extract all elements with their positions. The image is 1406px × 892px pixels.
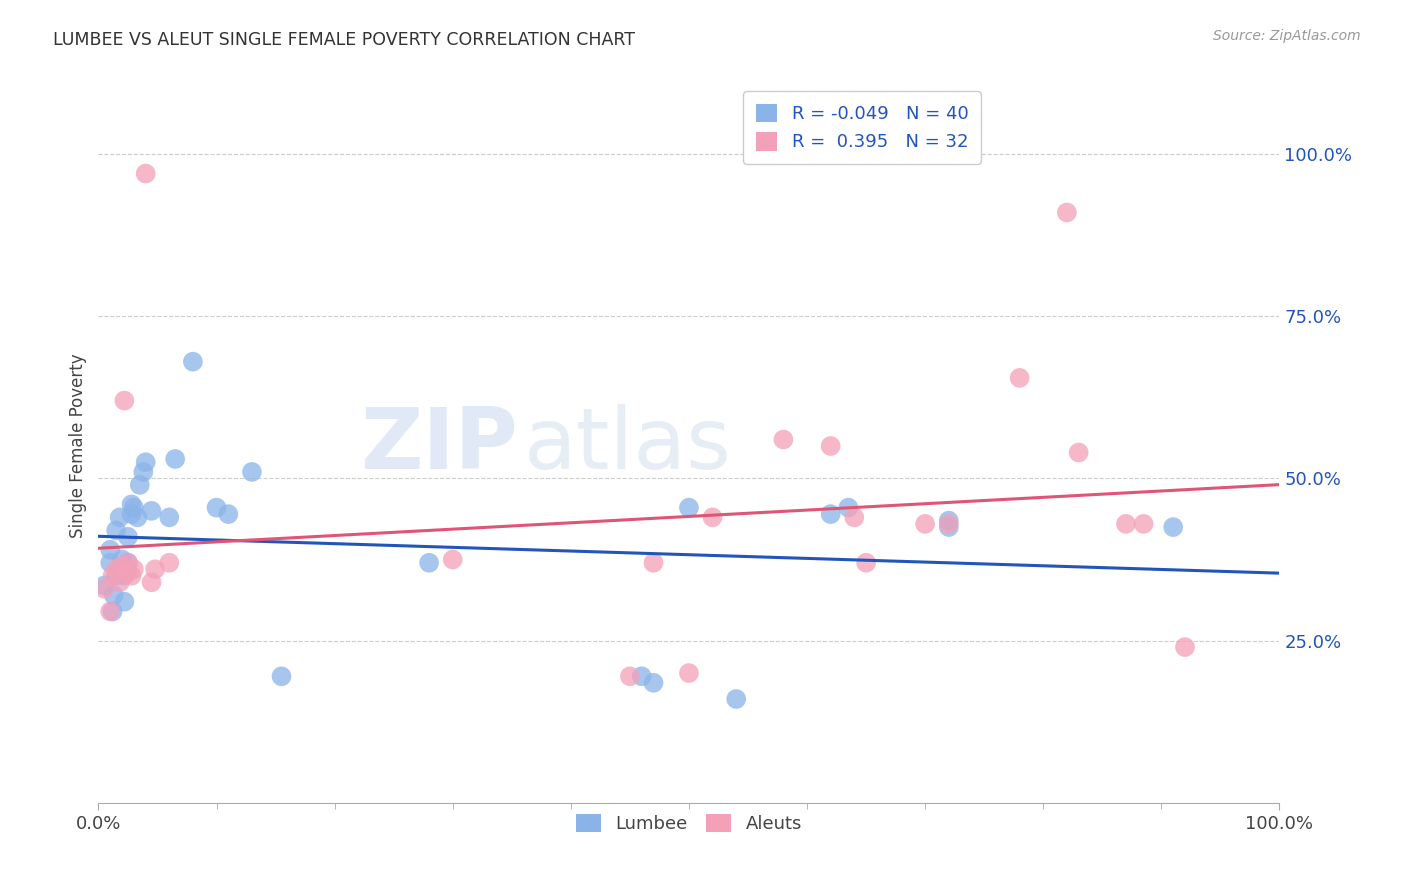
Point bbox=[630, 669, 652, 683]
Point bbox=[837, 500, 859, 515]
Point bbox=[1056, 205, 1078, 219]
Point bbox=[93, 578, 115, 592]
Point bbox=[205, 500, 228, 515]
Point bbox=[938, 514, 960, 528]
Point bbox=[111, 559, 134, 574]
Point bbox=[135, 455, 157, 469]
Point bbox=[181, 354, 204, 368]
Point bbox=[678, 666, 700, 681]
Point bbox=[98, 604, 121, 618]
Point bbox=[914, 516, 936, 531]
Point bbox=[105, 568, 128, 582]
Legend: Lumbee, Aleuts: Lumbee, Aleuts bbox=[568, 806, 810, 840]
Point bbox=[157, 556, 180, 570]
Point bbox=[117, 530, 139, 544]
Point bbox=[643, 556, 665, 570]
Point bbox=[441, 552, 464, 566]
Point bbox=[101, 568, 124, 582]
Point bbox=[105, 562, 128, 576]
Point bbox=[112, 568, 135, 582]
Point bbox=[938, 516, 960, 531]
Point bbox=[108, 510, 131, 524]
Point bbox=[418, 556, 440, 570]
Point bbox=[1067, 445, 1090, 459]
Point bbox=[217, 507, 239, 521]
Point bbox=[678, 500, 700, 515]
Point bbox=[105, 524, 128, 538]
Point bbox=[855, 556, 877, 570]
Point bbox=[702, 510, 724, 524]
Point bbox=[143, 562, 166, 576]
Point bbox=[725, 692, 748, 706]
Point bbox=[1161, 520, 1184, 534]
Point bbox=[132, 465, 155, 479]
Point bbox=[121, 507, 143, 521]
Point bbox=[820, 507, 842, 521]
Point bbox=[117, 556, 139, 570]
Point bbox=[111, 552, 134, 566]
Point bbox=[1174, 640, 1197, 654]
Point bbox=[122, 562, 145, 576]
Point bbox=[122, 500, 145, 515]
Text: ZIP: ZIP bbox=[360, 404, 517, 488]
Point bbox=[270, 669, 292, 683]
Point bbox=[820, 439, 842, 453]
Point bbox=[619, 669, 641, 683]
Point bbox=[121, 497, 143, 511]
Point bbox=[135, 167, 157, 181]
Point bbox=[1132, 516, 1154, 531]
Point bbox=[112, 595, 135, 609]
Text: LUMBEE VS ALEUT SINGLE FEMALE POVERTY CORRELATION CHART: LUMBEE VS ALEUT SINGLE FEMALE POVERTY CO… bbox=[53, 31, 636, 49]
Point bbox=[115, 562, 138, 576]
Point bbox=[844, 510, 866, 524]
Point bbox=[157, 510, 180, 524]
Point bbox=[121, 568, 143, 582]
Point bbox=[643, 675, 665, 690]
Point bbox=[103, 588, 125, 602]
Point bbox=[112, 393, 135, 408]
Point bbox=[108, 575, 131, 590]
Point bbox=[98, 556, 121, 570]
Point bbox=[240, 465, 263, 479]
Point bbox=[1008, 371, 1031, 385]
Y-axis label: Single Female Poverty: Single Female Poverty bbox=[69, 354, 87, 538]
Point bbox=[141, 504, 163, 518]
Point bbox=[1115, 516, 1137, 531]
Point bbox=[772, 433, 794, 447]
Point bbox=[111, 566, 134, 580]
Point bbox=[101, 604, 124, 618]
Point bbox=[117, 556, 139, 570]
Point bbox=[98, 542, 121, 557]
Point bbox=[117, 566, 139, 580]
Text: Source: ZipAtlas.com: Source: ZipAtlas.com bbox=[1213, 29, 1361, 43]
Point bbox=[141, 575, 163, 590]
Point bbox=[938, 520, 960, 534]
Point bbox=[128, 478, 150, 492]
Point bbox=[127, 510, 149, 524]
Point bbox=[165, 452, 187, 467]
Point bbox=[93, 582, 115, 596]
Text: atlas: atlas bbox=[523, 404, 731, 488]
